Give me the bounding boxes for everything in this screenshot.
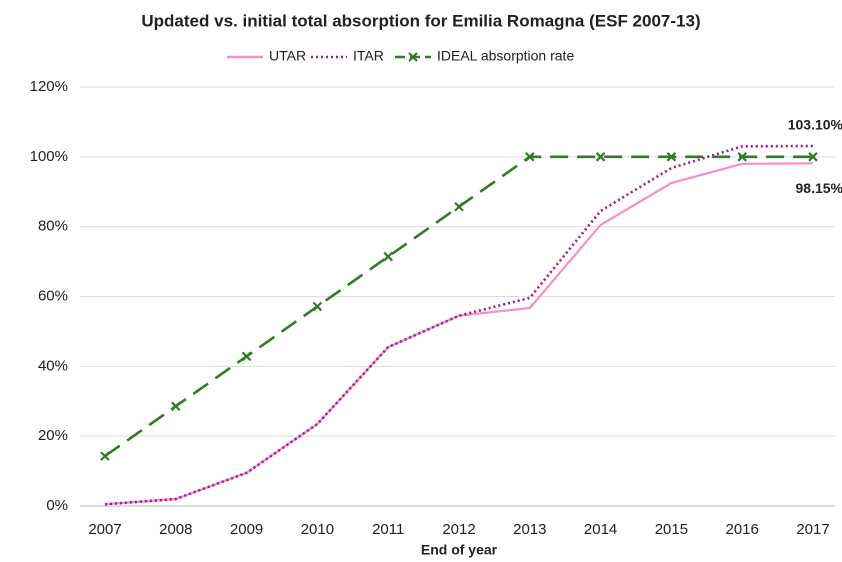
marker bbox=[808, 152, 818, 162]
x-tick-label: 2016 bbox=[726, 521, 759, 538]
y-tick-label: 120% bbox=[30, 78, 68, 95]
x-tick-label: 2007 bbox=[88, 521, 121, 538]
y-tick-label: 40% bbox=[38, 357, 68, 374]
x-tick-label: 2008 bbox=[159, 521, 192, 538]
marker bbox=[241, 351, 252, 362]
line-solid bbox=[104, 162, 814, 506]
x-tick-label: 2009 bbox=[230, 521, 263, 538]
legend-label: IDEAL absorption rate bbox=[437, 48, 574, 64]
marker bbox=[525, 152, 535, 162]
y-tick-label: 80% bbox=[38, 218, 68, 235]
legend-label: ITAR bbox=[353, 48, 384, 64]
chart-title: Updated vs. initial total absorption for… bbox=[141, 11, 700, 30]
y-tick-label: 60% bbox=[38, 287, 68, 304]
y-tick-label: 20% bbox=[38, 427, 68, 444]
x-tick-label: 2017 bbox=[796, 521, 829, 538]
y-tick-label: 100% bbox=[30, 148, 68, 165]
y-tick-label: 0% bbox=[46, 497, 68, 514]
x-tick-label: 2010 bbox=[301, 521, 334, 538]
x-tick-label: 2012 bbox=[442, 521, 475, 538]
marker bbox=[666, 152, 677, 162]
marker bbox=[312, 301, 323, 312]
legend-label: UTAR bbox=[269, 48, 306, 64]
line-dotted bbox=[104, 144, 814, 506]
x-tick-label: 2013 bbox=[513, 521, 546, 538]
marker bbox=[454, 201, 464, 212]
marker bbox=[595, 152, 606, 162]
marker bbox=[100, 451, 110, 461]
x-tick-label: 2014 bbox=[584, 521, 617, 538]
legend-marker bbox=[408, 52, 418, 62]
data-label: 103.10% bbox=[788, 117, 842, 133]
x-axis-label: End of year bbox=[421, 542, 498, 558]
marker bbox=[171, 401, 181, 412]
line-dashed bbox=[104, 155, 813, 458]
x-tick-label: 2015 bbox=[655, 521, 688, 538]
marker bbox=[737, 152, 747, 162]
x-tick-label: 2011 bbox=[372, 521, 404, 538]
data-label: 98.15% bbox=[796, 180, 842, 196]
marker bbox=[383, 251, 393, 262]
